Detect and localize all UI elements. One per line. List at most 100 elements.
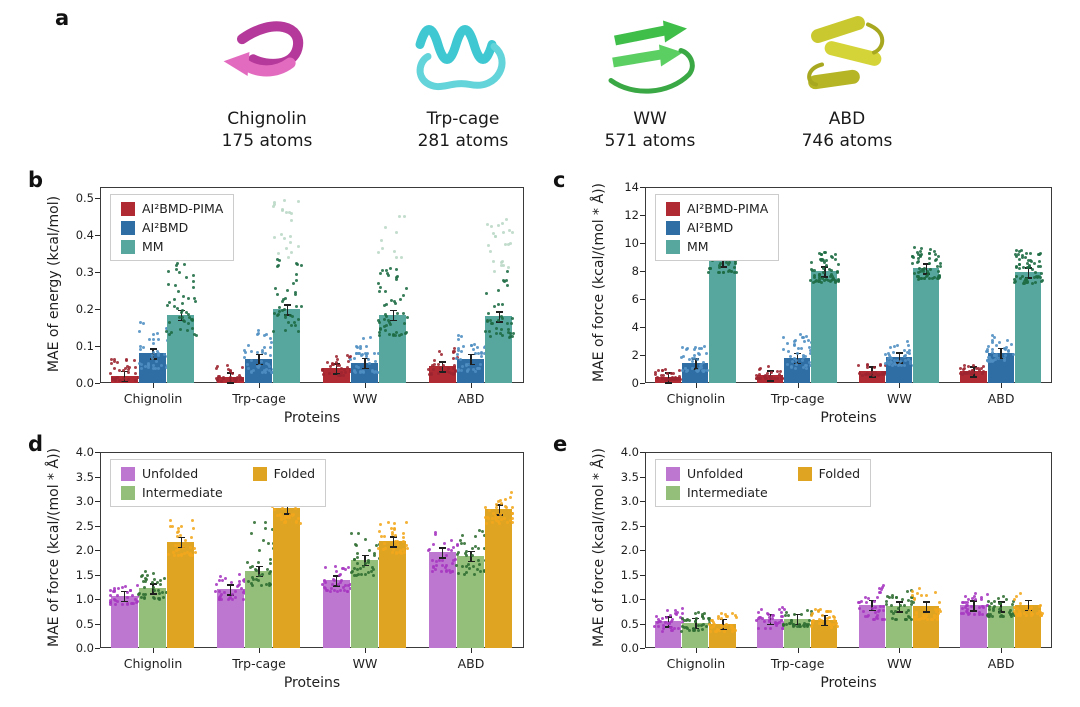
scatter-dot <box>256 366 260 370</box>
scatter-dot <box>353 370 357 374</box>
scatter-dot <box>131 593 135 597</box>
scatter-dot <box>347 359 351 363</box>
scatter-dot <box>756 617 760 621</box>
error-bar <box>871 366 873 377</box>
scatter-dot <box>992 599 996 603</box>
scatter-dot <box>876 617 880 621</box>
scatter-dot <box>879 587 883 591</box>
scatter-dot <box>883 617 887 621</box>
scatter-dot <box>1036 612 1040 616</box>
scatter-dot <box>1013 278 1017 282</box>
x-tick-mark <box>259 648 260 653</box>
scatter-dot <box>767 613 771 617</box>
scatter-dot <box>118 369 122 373</box>
scatter-dot <box>343 584 347 588</box>
scatter-dot <box>700 614 704 618</box>
scatter-dot <box>164 326 168 330</box>
error-bar <box>180 309 183 320</box>
scatter-dot <box>1026 258 1030 262</box>
scatter-dot <box>146 366 150 370</box>
scatter-dot <box>233 376 237 380</box>
scatter-dot <box>260 359 264 363</box>
scatter-dot <box>670 376 674 380</box>
scatter-dot <box>808 363 812 367</box>
y-tick-mark <box>640 383 645 384</box>
scatter-dot <box>883 363 887 367</box>
scatter-dot <box>505 505 509 509</box>
scatter-dot <box>129 589 133 593</box>
scatter-dot <box>918 270 922 274</box>
scatter-dot <box>264 361 268 365</box>
scatter-dot <box>707 270 711 274</box>
chart-b-mae-energy: 0.0 0.1 0.2 0.3 0.4 0.5 MAE of energy (kcal/mo… <box>40 175 532 433</box>
scatter-dot <box>928 261 932 265</box>
scatter-dot <box>834 257 838 261</box>
scatter-dot <box>878 363 882 367</box>
scatter-dot <box>680 625 684 629</box>
error-bar-cap <box>255 565 263 568</box>
error-bar <box>722 618 724 629</box>
scatter-dot <box>383 324 387 328</box>
scatter-dot <box>707 617 711 621</box>
scatter-dot <box>394 330 398 334</box>
scatter-dot <box>193 297 197 301</box>
scatter-dot <box>694 619 698 623</box>
scatter-dot <box>1011 600 1015 604</box>
scatter-dot <box>444 565 448 569</box>
scatter-dot <box>1024 252 1028 256</box>
scatter-dot <box>116 594 120 598</box>
error-bar-cap <box>970 610 978 612</box>
scatter-dot <box>381 246 385 250</box>
scatter-dot <box>989 601 993 605</box>
scatter-dot <box>190 536 194 540</box>
scatter-dot <box>126 378 130 382</box>
scatter-dot <box>237 580 241 584</box>
scatter-dot <box>378 529 382 533</box>
scatter-dot <box>1024 604 1028 608</box>
scatter-dot <box>268 337 272 341</box>
scatter-dot <box>499 499 503 503</box>
scatter-dot <box>510 490 514 494</box>
scatter-dot <box>434 533 438 537</box>
error-bar-cap <box>665 382 673 384</box>
scatter-dot <box>673 608 677 612</box>
scatter-dot <box>125 595 129 599</box>
scatter-dot <box>154 360 158 364</box>
scatter-dot <box>811 618 815 622</box>
scatter-dot <box>879 605 883 609</box>
scatter-dot <box>393 333 397 337</box>
error-bar <box>123 370 126 381</box>
scatter-dot <box>964 594 968 598</box>
scatter-dot <box>692 354 696 358</box>
error-bar-cap <box>495 311 503 313</box>
scatter-dot <box>228 597 231 601</box>
scatter-dot <box>964 372 968 376</box>
scatter-dot <box>366 570 370 574</box>
scatter-dot <box>284 296 288 300</box>
scatter-dot <box>165 363 169 367</box>
scatter-dot <box>990 338 994 342</box>
scatter-dot <box>673 611 677 615</box>
scatter-dot <box>813 268 817 272</box>
protein-structure-ww-icon <box>608 20 695 94</box>
scatter-dot <box>702 616 706 620</box>
scatter-dot <box>699 623 703 627</box>
scatter-dot <box>261 351 265 355</box>
scatter-dot <box>860 373 864 377</box>
scatter-dot <box>657 625 661 629</box>
scatter-dot <box>173 305 177 309</box>
scatter-dot <box>283 315 287 319</box>
scatter-dot <box>936 615 940 619</box>
scatter-dot <box>778 372 782 376</box>
scatter-dot <box>656 368 660 372</box>
scatter-dot <box>925 614 929 618</box>
scatter-dot <box>804 364 808 368</box>
scatter-dot <box>290 250 294 254</box>
scatter-dot <box>343 370 347 374</box>
scatter-dot <box>288 241 292 245</box>
scatter-dot <box>1013 253 1017 257</box>
error-bar-cap <box>970 600 978 602</box>
x-category-label: Trp-cage <box>232 656 286 671</box>
scatter-dot <box>992 605 996 609</box>
scatter-dot <box>1018 608 1022 612</box>
